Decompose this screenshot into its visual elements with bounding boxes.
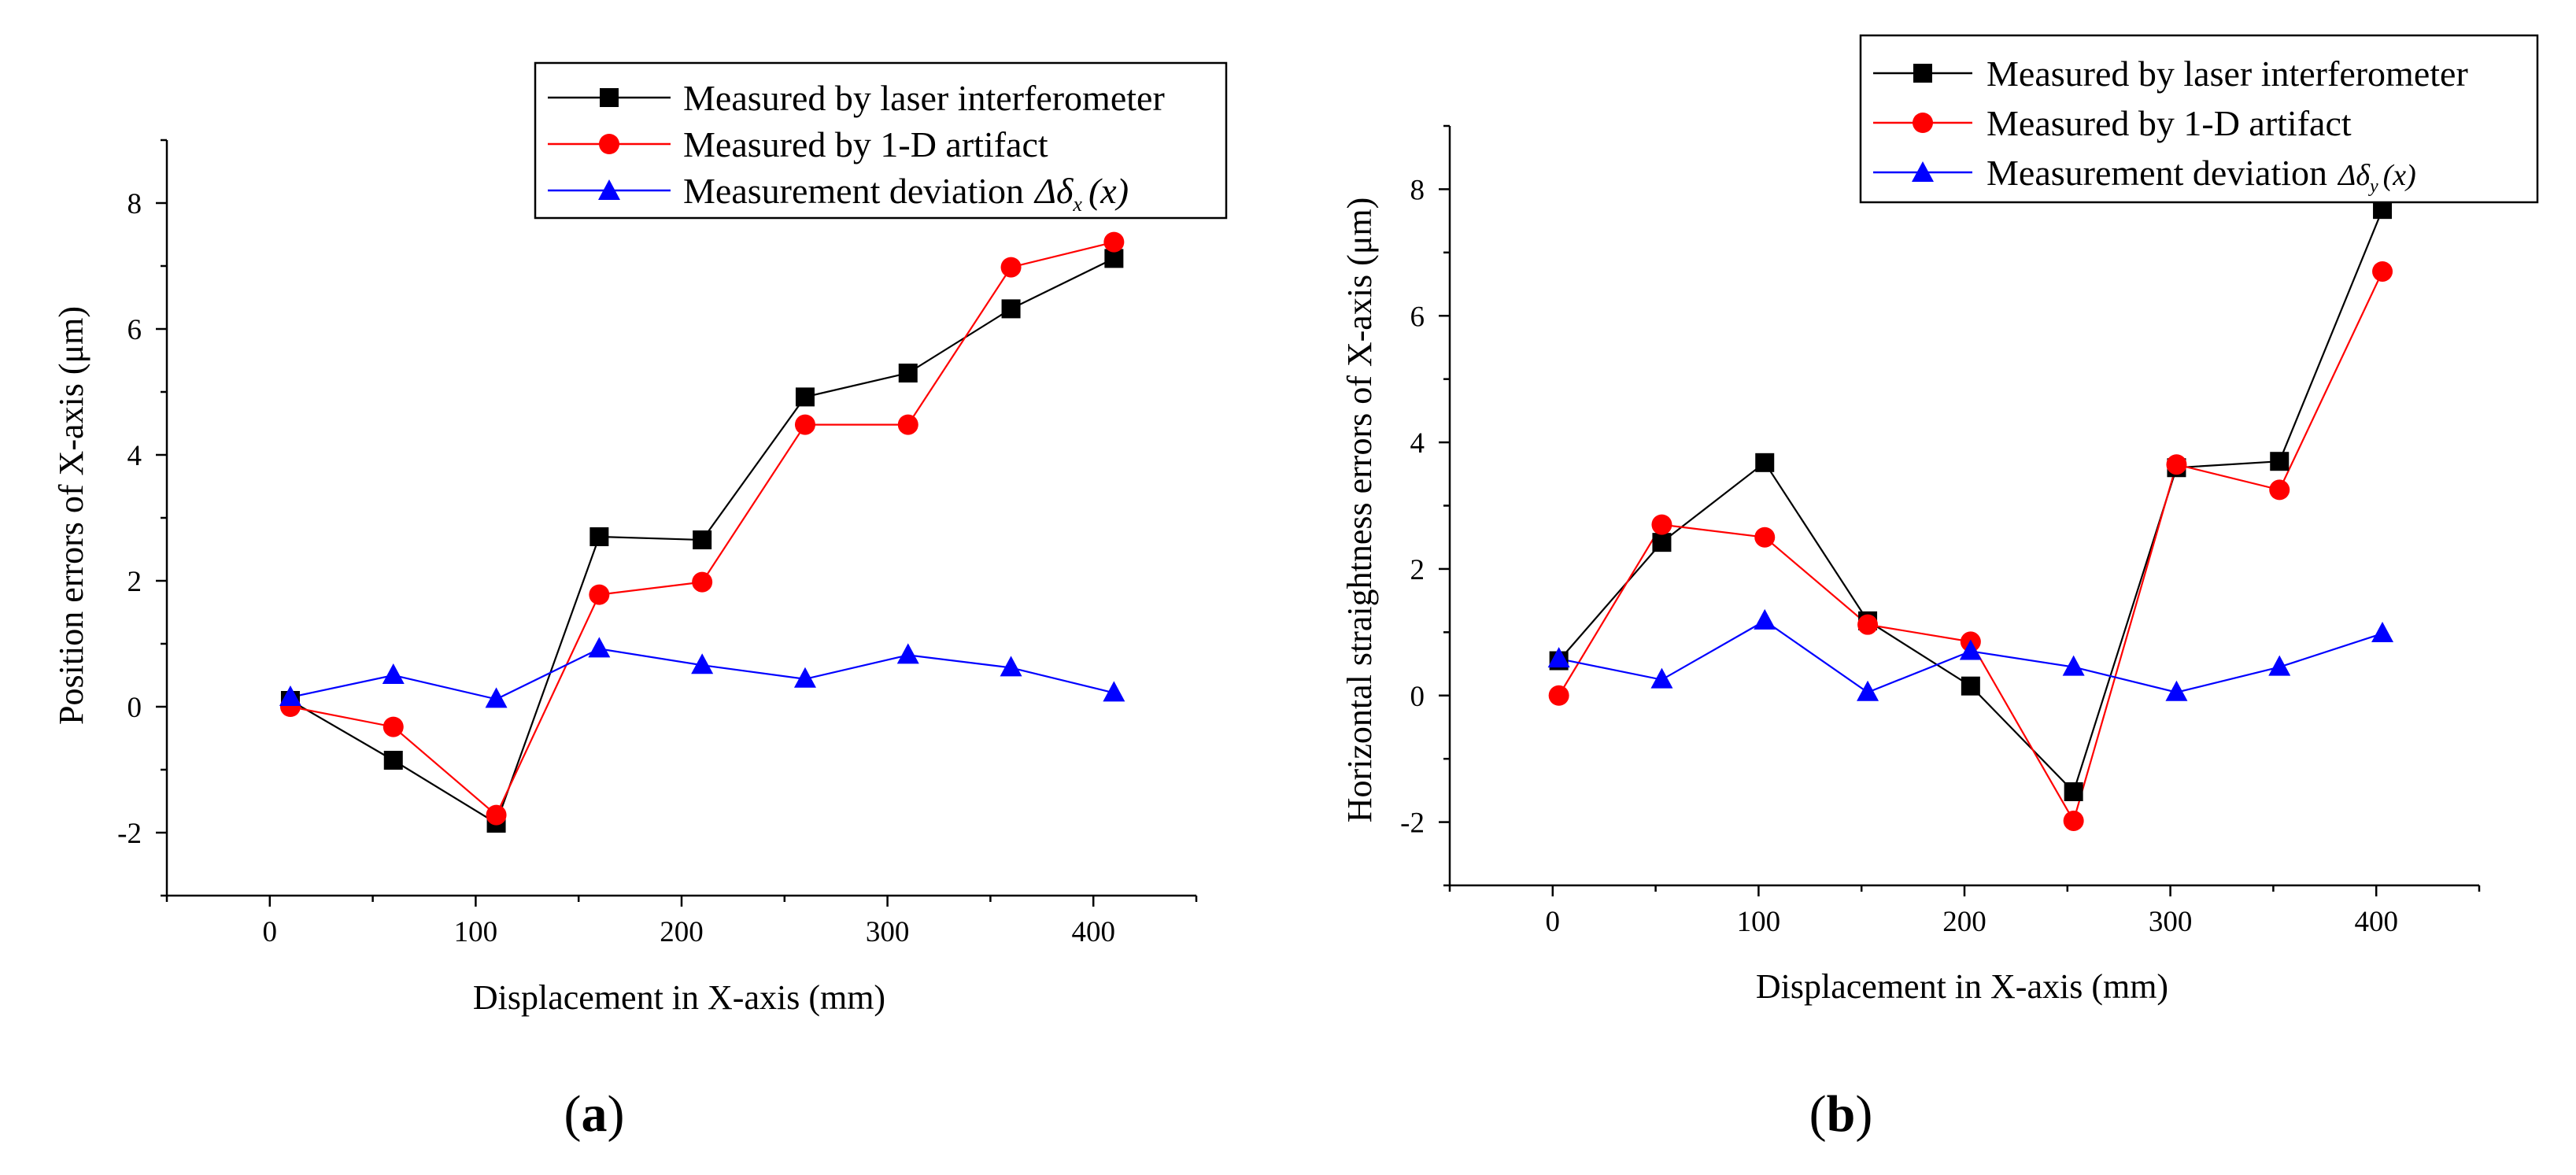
x-tick-label-panel-b: 400 bbox=[2354, 906, 2398, 938]
x-tick-label-panel-b: 100 bbox=[1737, 906, 1781, 938]
data-point-series-2-panel-a bbox=[383, 716, 404, 737]
axes-panel-b: 0 100 200 300 400 -2 0 2 4 6 8 bbox=[1400, 124, 2481, 938]
data-point-series-1-panel-a bbox=[898, 364, 918, 382]
legend-box-panel-b bbox=[1859, 34, 2539, 204]
legend-label-2-panel-b: Measured by 1-D artifact bbox=[1987, 103, 2352, 143]
panel-label-a: (a) bbox=[564, 1085, 625, 1143]
data-point-series-3-panel-a bbox=[896, 643, 919, 664]
legend-circle-marker-panel-a bbox=[599, 134, 619, 154]
x-tick-label-panel-b: 0 bbox=[1546, 906, 1561, 938]
chart-panel-b: 0 100 200 300 400 -2 0 2 4 6 8 Displacement in X-a… bbox=[1340, 34, 2539, 1143]
data-point-series-3-panel-b bbox=[2268, 655, 2291, 676]
legend-box-panel-a bbox=[534, 61, 1228, 220]
y-tick-label-panel-a: -2 bbox=[117, 818, 142, 850]
data-point-series-1-panel-a bbox=[1001, 299, 1021, 319]
data-point-series-2-panel-a bbox=[692, 571, 713, 593]
y-tick-label-panel-b: 2 bbox=[1410, 554, 1425, 586]
data-point-series-2-panel-a bbox=[1103, 231, 1125, 253]
data-point-series-3-panel-b bbox=[1857, 680, 1879, 701]
axes-panel-a: 0 100 200 300 400 -2 0 2 4 6 8 bbox=[117, 139, 1198, 948]
legend-square-marker-panel-b bbox=[1913, 64, 1932, 83]
data-point-series-3-panel-b bbox=[2165, 680, 2188, 701]
series-layer-panel-b bbox=[1547, 200, 2394, 831]
y-tick-label-panel-a: 2 bbox=[128, 566, 142, 598]
data-point-series-1-panel-a bbox=[383, 751, 403, 770]
data-point-series-3-panel-b bbox=[1650, 667, 1673, 689]
data-point-series-1-panel-b bbox=[2270, 452, 2290, 471]
y-axis-title-panel-a: Position errors of X-axis (μm) bbox=[52, 306, 91, 725]
data-point-series-1-panel-b bbox=[1652, 533, 1672, 552]
data-point-series-1-panel-a bbox=[795, 387, 815, 407]
data-point-series-1-panel-a bbox=[589, 527, 609, 546]
data-point-series-2-panel-a bbox=[486, 804, 507, 826]
data-point-series-3-panel-a bbox=[691, 653, 714, 674]
chart-panel-a: 0 100 200 300 400 -2 0 2 4 6 8 Displacement in X-a… bbox=[52, 61, 1228, 1143]
x-tick-label-panel-a: 200 bbox=[660, 916, 704, 948]
data-point-series-2-panel-a bbox=[794, 414, 815, 435]
data-point-series-2-panel-b bbox=[1857, 614, 1879, 635]
x-tick-label-panel-a: 400 bbox=[1071, 916, 1115, 948]
data-point-series-2-panel-b bbox=[2166, 454, 2187, 475]
data-point-series-2-panel-b bbox=[1548, 685, 1569, 706]
data-point-series-3-panel-a bbox=[1103, 681, 1125, 702]
y-tick-label-panel-a: 4 bbox=[128, 440, 142, 472]
y-tick-label-panel-b: 6 bbox=[1410, 301, 1425, 333]
y-tick-label-panel-a: 8 bbox=[128, 188, 142, 220]
panel-label-b: (b) bbox=[1809, 1085, 1873, 1143]
x-tick-label-panel-a: 300 bbox=[866, 916, 910, 948]
data-point-series-3-panel-a bbox=[793, 667, 816, 688]
data-point-series-2-panel-b bbox=[2372, 260, 2393, 282]
data-point-series-2-panel-b bbox=[2063, 810, 2084, 831]
legend-label-3-panel-b: Measurement deviation Δδy (x) bbox=[1987, 153, 2416, 197]
data-point-series-2-panel-b bbox=[1651, 514, 1672, 535]
legend-label-1-panel-a: Measured by laser interferometer bbox=[683, 78, 1165, 118]
legend-panel-a: Measured by laser interferometer Measure… bbox=[534, 61, 1228, 220]
data-point-series-3-panel-a bbox=[1000, 656, 1022, 677]
legend-triangle-marker-panel-a bbox=[598, 179, 620, 200]
y-tick-label-panel-a: 0 bbox=[128, 692, 142, 724]
y-tick-label-panel-a: 6 bbox=[128, 314, 142, 346]
data-point-series-2-panel-b bbox=[1754, 527, 1776, 548]
y-tick-label-panel-b: -2 bbox=[1400, 807, 1425, 840]
legend-label-3-panel-a: Measurement deviation Δδx (x) bbox=[683, 171, 1129, 216]
data-point-series-3-panel-a bbox=[588, 637, 611, 658]
data-point-series-2-panel-a bbox=[1000, 257, 1022, 278]
legend-panel-b: Measured by laser interferometer Measure… bbox=[1859, 34, 2539, 204]
y-axis-title-panel-b: Horizontal straightness errors of X-axis… bbox=[1340, 198, 1379, 823]
data-point-series-3-panel-a bbox=[279, 685, 301, 706]
y-tick-label-panel-b: 4 bbox=[1410, 427, 1425, 460]
legend-triangle-marker-panel-b bbox=[1912, 161, 1934, 182]
data-point-series-3-panel-b bbox=[2371, 621, 2394, 642]
legend-label-1-panel-b: Measured by laser interferometer bbox=[1987, 54, 2468, 94]
y-tick-label-panel-b: 8 bbox=[1410, 174, 1425, 206]
legend-circle-marker-panel-b bbox=[1913, 113, 1933, 133]
data-point-series-3-panel-b bbox=[2062, 655, 2085, 676]
data-point-series-3-panel-a bbox=[485, 687, 508, 708]
data-point-series-3-panel-b bbox=[1959, 639, 1982, 660]
x-axis-title-panel-a: Displacement in X-axis (mm) bbox=[473, 978, 885, 1017]
y-tick-label-panel-b: 0 bbox=[1410, 681, 1425, 713]
data-point-series-1-panel-b bbox=[1961, 676, 1980, 696]
data-point-series-3-panel-b bbox=[1754, 608, 1776, 630]
data-point-series-2-panel-a bbox=[589, 584, 610, 605]
x-tick-label-panel-a: 100 bbox=[454, 916, 498, 948]
x-tick-label-panel-a: 0 bbox=[263, 916, 278, 948]
legend-label-2-panel-a: Measured by 1-D artifact bbox=[683, 124, 1048, 164]
data-point-series-3-panel-a bbox=[382, 663, 405, 684]
data-point-series-2-panel-a bbox=[897, 414, 918, 435]
data-point-series-2-panel-b bbox=[2269, 479, 2290, 501]
data-point-series-1-panel-b bbox=[2064, 781, 2083, 801]
legend-square-marker-panel-a bbox=[600, 88, 619, 107]
series-layer-panel-a bbox=[279, 231, 1125, 833]
x-axis-title-panel-b: Displacement in X-axis (mm) bbox=[1756, 967, 2168, 1006]
data-point-series-3-panel-b bbox=[1547, 647, 1570, 668]
data-point-series-1-panel-b bbox=[1755, 453, 1775, 472]
data-point-series-1-panel-a bbox=[693, 530, 712, 549]
x-tick-label-panel-b: 300 bbox=[2149, 906, 2193, 938]
x-tick-label-panel-b: 200 bbox=[1942, 906, 1987, 938]
